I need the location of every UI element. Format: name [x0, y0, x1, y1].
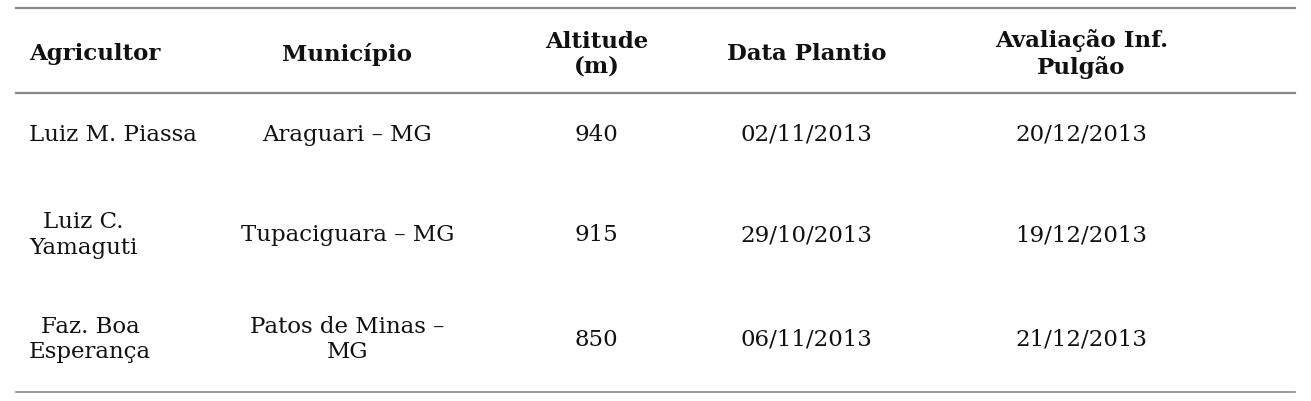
- Text: Agricultor: Agricultor: [29, 43, 160, 65]
- Text: Data Plantio: Data Plantio: [726, 43, 886, 65]
- Text: Araguari – MG: Araguari – MG: [262, 124, 433, 145]
- Text: Patos de Minas –
MG: Patos de Minas – MG: [250, 315, 444, 363]
- Text: Luiz C.
Yamaguti: Luiz C. Yamaguti: [29, 211, 138, 258]
- Text: 850: 850: [574, 328, 619, 350]
- Text: Luiz M. Piassa: Luiz M. Piassa: [29, 124, 197, 145]
- Text: Avaliação Inf.
Pulgão: Avaliação Inf. Pulgão: [995, 29, 1168, 79]
- Text: 915: 915: [574, 224, 619, 245]
- Text: 06/11/2013: 06/11/2013: [741, 328, 872, 350]
- Text: 29/10/2013: 29/10/2013: [741, 224, 872, 245]
- Text: 02/11/2013: 02/11/2013: [741, 124, 872, 145]
- Text: Tupaciguara – MG: Tupaciguara – MG: [241, 224, 454, 245]
- Text: Faz. Boa
Esperança: Faz. Boa Esperança: [29, 315, 151, 363]
- Text: Município: Município: [282, 43, 413, 66]
- Text: 20/12/2013: 20/12/2013: [1016, 124, 1147, 145]
- Text: 19/12/2013: 19/12/2013: [1016, 224, 1147, 245]
- Text: 21/12/2013: 21/12/2013: [1016, 328, 1147, 350]
- Text: Altitude
(m): Altitude (m): [545, 30, 648, 78]
- Text: 940: 940: [574, 124, 619, 145]
